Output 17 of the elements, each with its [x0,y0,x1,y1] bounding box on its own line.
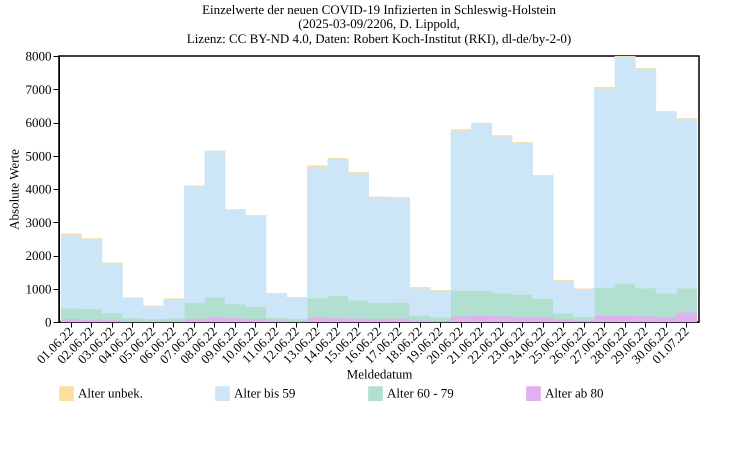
chart-title: Einzelwerte der neuen COVID-19 Infizierten in Schleswig-Holstein [202,2,556,17]
y-tick-label: 2000 [26,248,52,263]
legend-label: Alter 60 - 79 [387,386,454,401]
y-tick-label: 0 [45,314,52,330]
legend-label: Alter unbek. [78,386,143,401]
legend-label: Alter bis 59 [234,386,296,401]
y-tick-label: 6000 [26,115,52,130]
y-tick-label: 4000 [26,182,52,196]
y-tick-label: 3000 [26,214,52,230]
chart-subtitle: (2025-03-09/2206, D. Lippold, Lizenz: CC BY-ND 4.0, Daten: Robert Koch-Institut (RKI), dl-de/by-2-0) [186,16,572,46]
y-axis-title: Absolute Werte [6,148,22,230]
y-tick-label: 8000 [26,48,52,64]
x-axis-title: Meldedatum [346,366,412,382]
y-tick-label: 7000 [26,82,52,97]
legend-label: Alter ab 80 [545,386,604,401]
y-tick-label: 5000 [26,148,52,164]
y-tick-label: 1000 [26,281,52,296]
